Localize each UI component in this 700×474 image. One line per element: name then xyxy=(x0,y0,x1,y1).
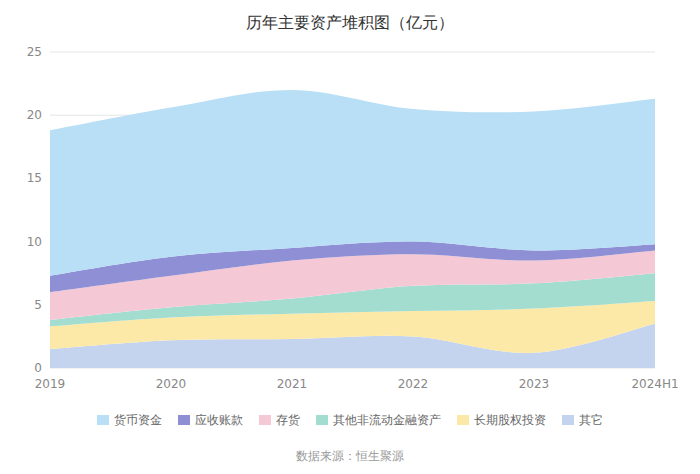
legend-label: 长期股权投资 xyxy=(474,413,546,427)
areas xyxy=(50,90,655,368)
title: 历年主要资产堆积图（亿元） xyxy=(246,13,454,32)
legend-label: 其它 xyxy=(579,413,603,427)
x-tick-label: 2021 xyxy=(277,377,308,391)
source-note: 数据来源：恒生聚源 xyxy=(296,449,404,463)
x-tick-label: 2020 xyxy=(156,377,187,391)
x-tick-label: 2024H1 xyxy=(631,377,678,391)
grid xyxy=(50,52,655,368)
legend-item: 其他非流动金融资产 xyxy=(316,413,441,427)
x-tick-label: 2019 xyxy=(35,377,66,391)
legend-item: 应收账款 xyxy=(178,413,243,427)
y-tick-label: 0 xyxy=(34,361,42,375)
chart: 历年主要资产堆积图（亿元） 0 5 10 15 20 25 2019 2020 2021 2022 2… xyxy=(0,0,700,474)
legend: 货币资金 应收账款 存货 其他非流动金融资产 长期股权投资 其它 xyxy=(97,413,603,427)
grid-line xyxy=(50,52,655,53)
y-tick-label: 25 xyxy=(27,45,42,59)
y-tick-label: 5 xyxy=(34,298,42,312)
legend-item: 存货 xyxy=(259,413,300,427)
x-tick-label: 2023 xyxy=(519,377,550,391)
y-tick-label: 10 xyxy=(27,235,42,249)
legend-label: 应收账款 xyxy=(195,413,243,427)
y-tick-label: 15 xyxy=(27,171,42,185)
legend-swatch xyxy=(97,415,109,425)
legend-swatch xyxy=(316,415,328,425)
legend-label: 存货 xyxy=(276,413,300,427)
legend-swatch xyxy=(178,415,190,425)
legend-item: 其它 xyxy=(562,413,603,427)
legend-item: 货币资金 xyxy=(97,413,162,427)
x-tick-label: 2022 xyxy=(398,377,429,391)
legend-item: 长期股权投资 xyxy=(457,413,546,427)
legend-swatch xyxy=(457,415,469,425)
legend-swatch xyxy=(562,415,574,425)
legend-label: 其他非流动金融资产 xyxy=(333,413,441,427)
legend-swatch xyxy=(259,415,271,425)
legend-label: 货币资金 xyxy=(114,413,162,427)
y-tick-label: 20 xyxy=(27,108,42,122)
area xyxy=(50,90,655,276)
